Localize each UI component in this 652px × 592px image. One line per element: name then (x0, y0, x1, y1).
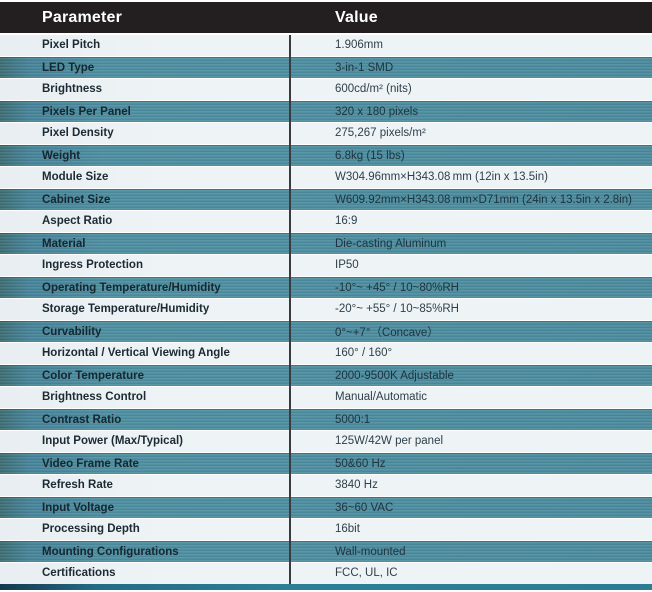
parameter-cell: Module Size (42, 171, 109, 184)
value-cell: 0°~+7°（Concave） (335, 326, 439, 339)
table-row: Aspect Ratio 16:9 (0, 211, 652, 232)
parameter-cell: Video Frame Rate (42, 457, 139, 470)
table-row: Processing Depth 16bit (0, 519, 652, 540)
value-cell: Wall-mounted (335, 545, 406, 558)
table-row: Brightness 600cd/m² (nits) (0, 79, 652, 100)
value-cell: -10°~ +45° / 10~80%RH (335, 281, 459, 294)
value-cell: 3-in-1 SMD (335, 61, 394, 74)
table-row: Mounting Configurations Wall-mounted (0, 541, 652, 562)
value-cell: 3840 Hz (335, 479, 378, 492)
value-cell: IP50 (335, 259, 359, 272)
column-divider (289, 35, 291, 584)
parameter-cell: Operating Temperature/Humidity (42, 281, 221, 294)
table-row: Material Die-casting Aluminum (0, 233, 652, 254)
parameter-cell: Brightness (42, 83, 103, 96)
value-cell: 36~60 VAC (335, 501, 394, 514)
parameter-cell: Pixels Per Panel (42, 105, 131, 118)
table-row: LED Type 3-in-1 SMD (0, 57, 652, 78)
table-row: Input Power (Max/Typical) 125W/42W per pa… (0, 431, 652, 452)
parameter-cell: Color Temperature (42, 369, 145, 382)
value-cell: FCC, UL, IC (335, 567, 398, 580)
table-row: Cabinet Size W609.92mm×H343.08 mm×D71mm (… (0, 189, 652, 210)
value-cell: Manual/Automatic (335, 391, 428, 404)
value-cell: 125W/42W per panel (335, 435, 444, 448)
column-header-value: Value (335, 8, 378, 26)
table-row: Certifications FCC, UL, IC (0, 563, 652, 584)
table-row: Pixels Per Panel 320 x 180 pixels (0, 101, 652, 122)
parameter-cell: Material (42, 237, 86, 250)
value-cell: 160° / 160° (335, 347, 393, 360)
column-header-parameter: Parameter (42, 8, 123, 26)
table-header: Parameter Value (0, 2, 652, 33)
parameter-cell: Certifications (42, 567, 116, 580)
value-cell: 320 x 180 pixels (335, 105, 419, 118)
value-cell: W304.96mm×H343.08 mm (12in x 13.5in) (335, 171, 548, 184)
parameter-cell: Pixel Density (42, 127, 114, 140)
parameter-cell: Curvability (42, 325, 102, 338)
table-row: Refresh Rate 3840 Hz (0, 475, 652, 496)
table-row: Ingress Protection IP50 (0, 255, 652, 276)
parameter-cell: Brightness Control (42, 391, 147, 404)
value-cell: Die-casting Aluminum (335, 237, 447, 250)
table-row: Pixel Density 275,267 pixels/m² (0, 123, 652, 144)
table-row: Input Voltage 36~60 VAC (0, 497, 652, 518)
parameter-cell: Ingress Protection (42, 259, 143, 272)
value-cell: 50&60 Hz (335, 457, 386, 470)
parameter-cell: Cabinet Size (42, 193, 111, 206)
table-row: Pixel Pitch 1.906mm (0, 35, 652, 56)
value-cell: 600cd/m² (nits) (335, 83, 412, 96)
table-row: Weight 6.8kg (15 lbs) (0, 145, 652, 166)
value-cell: 16bit (335, 523, 360, 536)
table-row: Video Frame Rate 50&60 Hz (0, 453, 652, 474)
table-row: Brightness Control Manual/Automatic (0, 387, 652, 408)
value-cell: 16:9 (335, 215, 358, 228)
table-row: Operating Temperature/Humidity -10°~ +45°… (0, 277, 652, 298)
parameter-cell: Weight (42, 149, 81, 162)
value-cell: 275,267 pixels/m² (335, 127, 426, 140)
table-row: Color Temperature 2000-9500K Adjustable (0, 365, 652, 386)
table-body: Pixel Pitch 1.906mm LED Type 3-in-1 SMD Brig… (0, 35, 652, 584)
parameter-cell: Mounting Configurations (42, 545, 179, 558)
parameter-cell: Input Voltage (42, 501, 114, 514)
table-row: Curvability 0°~+7°（Concave） (0, 321, 652, 342)
value-cell: 1.906mm (335, 39, 383, 52)
parameter-cell: Horizontal / Vertical Viewing Angle (42, 347, 230, 360)
table-row: Horizontal / Vertical Viewing Angle 160° … (0, 343, 652, 364)
table-row: Storage Temperature/Humidity -20°~ +55° /… (0, 299, 652, 320)
parameter-cell: Aspect Ratio (42, 215, 113, 228)
parameter-cell: Pixel Pitch (42, 39, 101, 52)
value-cell: 5000:1 (335, 413, 371, 426)
value-cell: W609.92mm×H343.08 mm×D71mm (24in x 13.5i… (335, 193, 632, 206)
parameter-cell: Input Power (Max/Typical) (42, 435, 183, 448)
value-cell: -20°~ +55° / 10~85%RH (335, 303, 459, 316)
value-cell: 2000-9500K Adjustable (335, 369, 454, 382)
table-row: Contrast Ratio 5000:1 (0, 409, 652, 430)
bottom-accent-bar (0, 584, 652, 590)
parameter-cell: Processing Depth (42, 523, 140, 536)
parameter-cell: Refresh Rate (42, 479, 113, 492)
parameter-cell: Contrast Ratio (42, 413, 122, 426)
parameter-cell: LED Type (42, 61, 95, 74)
parameter-cell: Storage Temperature/Humidity (42, 303, 210, 316)
table-row: Module Size W304.96mm×H343.08 mm (12in x … (0, 167, 652, 188)
value-cell: 6.8kg (15 lbs) (335, 149, 405, 162)
